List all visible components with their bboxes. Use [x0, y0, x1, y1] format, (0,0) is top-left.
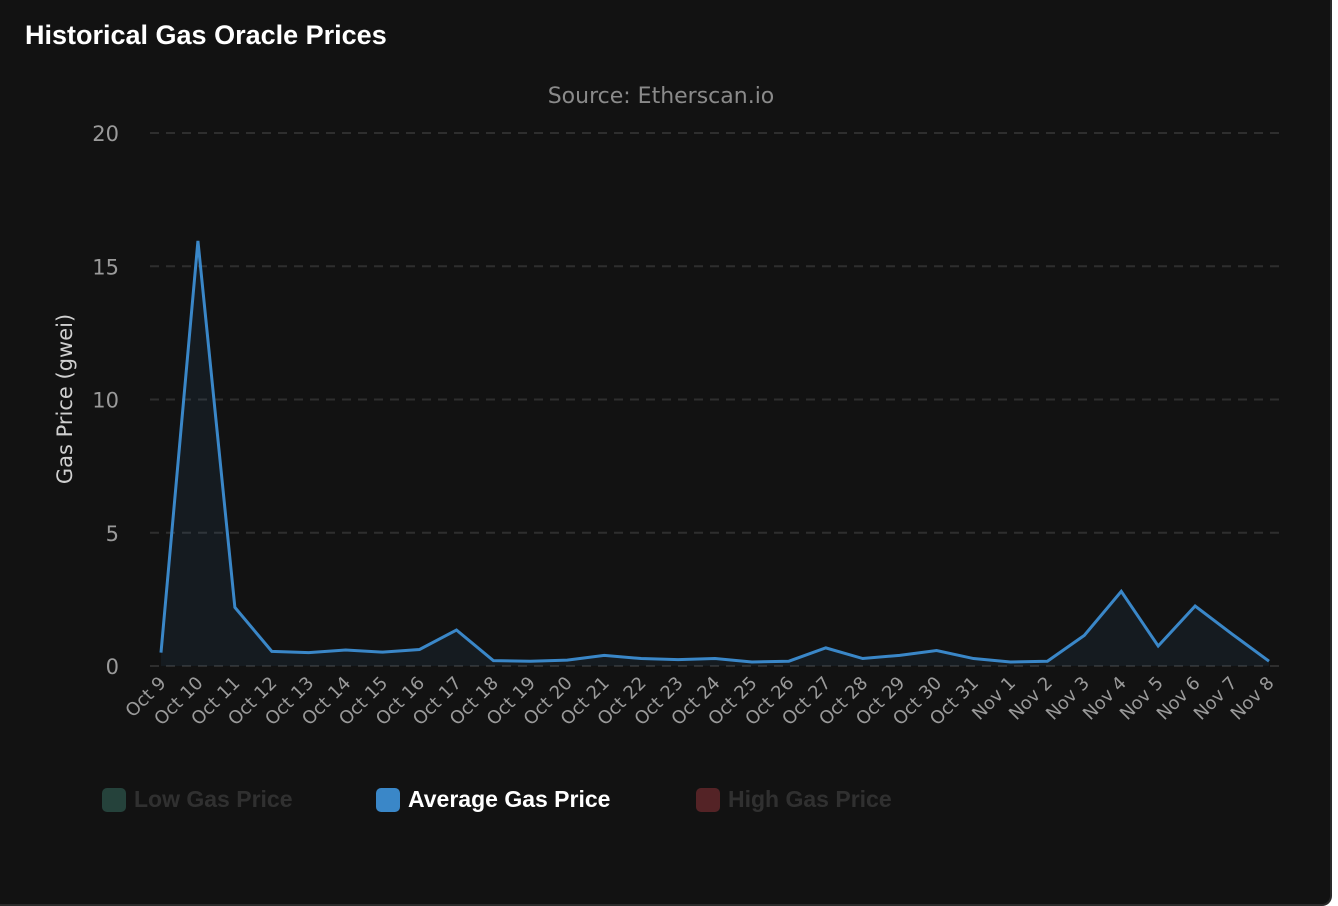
- data-point[interactable]: [1078, 629, 1090, 641]
- data-point[interactable]: [635, 653, 647, 665]
- data-point[interactable]: [746, 656, 758, 668]
- y-tick-label: 10: [92, 389, 119, 413]
- legend-swatch: [696, 787, 720, 812]
- data-point[interactable]: [1226, 628, 1238, 640]
- legend-label: High Gas Price: [728, 786, 892, 812]
- legend-label: Average Gas Price: [408, 786, 611, 812]
- legend-item[interactable]: Average Gas Price: [376, 786, 610, 813]
- card-title: Historical Gas Oracle Prices: [25, 20, 387, 50]
- data-point[interactable]: [524, 655, 536, 667]
- legend-swatch: [102, 787, 126, 812]
- data-point[interactable]: [894, 649, 906, 661]
- data-point[interactable]: [340, 644, 352, 656]
- y-tick-label: 15: [92, 255, 119, 279]
- data-point[interactable]: [1189, 600, 1201, 612]
- data-point[interactable]: [1115, 585, 1127, 597]
- data-point[interactable]: [377, 646, 389, 658]
- data-point[interactable]: [192, 235, 204, 247]
- data-point[interactable]: [229, 601, 241, 613]
- data-point[interactable]: [266, 645, 278, 657]
- legend-item[interactable]: High Gas Price: [696, 786, 892, 813]
- series-line-average-gas-price: [159, 240, 1270, 664]
- data-point[interactable]: [709, 653, 721, 665]
- data-point[interactable]: [820, 642, 832, 654]
- data-point[interactable]: [487, 655, 499, 667]
- data-point[interactable]: [1004, 656, 1016, 668]
- data-point[interactable]: [1152, 640, 1164, 652]
- data-point[interactable]: [1263, 655, 1275, 667]
- series-area: [161, 240, 1269, 666]
- y-tick-label: 5: [106, 522, 119, 546]
- line-chart: Source: Etherscan.io Gas Price (gwei) 0 5…: [53, 84, 1280, 730]
- data-point[interactable]: [1041, 655, 1053, 667]
- legend-label: Low Gas Price: [134, 786, 293, 812]
- y-tick-label: 0: [106, 655, 119, 679]
- data-point[interactable]: [931, 645, 943, 657]
- data-point[interactable]: [561, 654, 573, 666]
- legend-swatch: [376, 787, 400, 812]
- legend-item[interactable]: Low Gas Price: [102, 786, 293, 813]
- data-point[interactable]: [968, 653, 980, 665]
- chart-subtitle: Source: Etherscan.io: [548, 84, 775, 109]
- y-tick-label: 20: [92, 122, 119, 146]
- y-axis-label: Gas Price (gwei): [53, 314, 77, 484]
- data-point[interactable]: [783, 655, 795, 667]
- data-point[interactable]: [155, 647, 167, 659]
- data-point[interactable]: [450, 624, 462, 636]
- data-point[interactable]: [414, 643, 426, 655]
- data-point[interactable]: [303, 647, 315, 659]
- data-point[interactable]: [672, 654, 684, 666]
- data-point[interactable]: [598, 649, 610, 661]
- data-point[interactable]: [857, 653, 869, 665]
